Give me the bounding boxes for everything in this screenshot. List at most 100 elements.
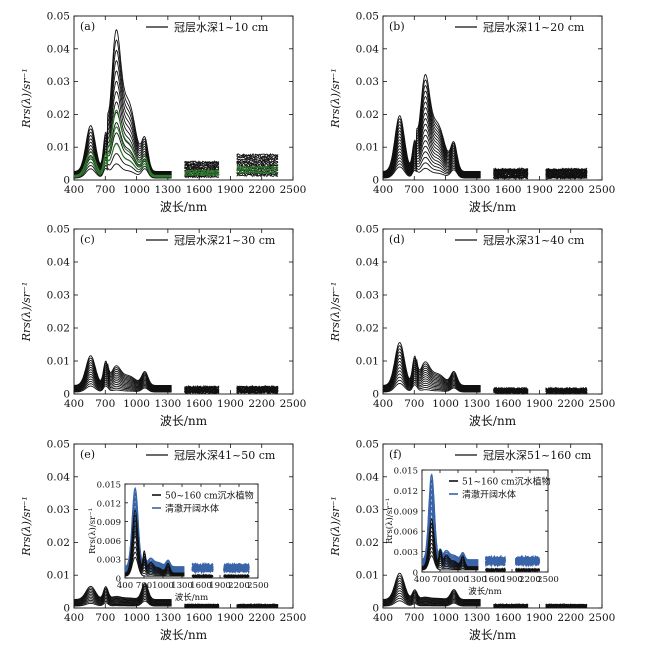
panel-ytick-label: 0.03 — [47, 76, 70, 88]
panel-xlabel: 波长/nm — [469, 200, 517, 214]
panel-xtick-label: 700 — [404, 184, 424, 196]
panel-xtick-label: 2500 — [589, 184, 616, 196]
panel-xtick-label: 1300 — [463, 398, 490, 410]
panel-xtick-label: 2500 — [280, 612, 307, 624]
inset-xtick-label: 2500 — [247, 581, 269, 591]
panel-ytick-label: 0.03 — [356, 504, 379, 516]
panel-ytick-label: 0 — [372, 389, 379, 401]
inset-xtick-label: 1600 — [190, 581, 212, 591]
panel-b: 400 700 1000 1300 1600 1900 2200 2500 0 0.01 0.02 0… — [329, 11, 615, 215]
panel-xlabel: 波长/nm — [469, 628, 517, 642]
panel-ylabel: Rrs(λ)/sr⁻¹ — [329, 282, 342, 343]
legend-label: 冠层水深31~40 cm — [483, 234, 585, 247]
panel-xlabel: 波长/nm — [160, 200, 208, 214]
panel-a: 400 700 1000 1300 1600 1900 2200 2500 0 0.01 0.02 0… — [20, 11, 306, 215]
inset-xtick-label: 1900 — [209, 581, 231, 591]
panel-xlabel: 波长/nm — [160, 414, 208, 428]
panel-xtick-label: 1900 — [526, 184, 553, 196]
spectra-series — [73, 582, 279, 609]
inset-legend-label: 51~160 cm沉水植物 — [462, 476, 551, 488]
panel-ytick-label: 0.02 — [47, 109, 70, 121]
inset-submerged-curve — [421, 518, 540, 573]
panel-frame — [382, 15, 603, 181]
inset-ylabel: Rrs(λ)/sr⁻¹ — [87, 508, 98, 554]
spectrum-curve — [73, 91, 279, 175]
panel-ytick-label: 0.03 — [356, 290, 379, 302]
panel-label: (d) — [389, 233, 405, 246]
panel-xtick-label: 700 — [95, 184, 115, 196]
panel-d: 400 700 1000 1300 1600 1900 2200 2500 0 0.01 0.02 0… — [329, 224, 615, 429]
panel-xtick-label: 400 — [64, 398, 84, 410]
inset-submerged-curve — [124, 509, 250, 579]
panel-xtick-label: 1000 — [432, 398, 459, 410]
panel-xtick-label: 1000 — [123, 184, 150, 196]
panel-xtick-label: 1600 — [186, 398, 213, 410]
panel-frame — [73, 228, 294, 395]
panel-ytick-label: 0 — [63, 603, 70, 615]
panel-xtick-label: 700 — [404, 612, 424, 624]
panel-xtick-label: 400 — [64, 184, 84, 196]
panel-label: (e) — [80, 448, 95, 461]
spectrum-curve — [382, 342, 588, 391]
panel-xlabel: 波长/nm — [469, 414, 517, 428]
panel-f: 400 700 1000 1300 1600 1900 2200 250000.010.020… — [329, 439, 615, 643]
panel-ytick-label: 0.05 — [356, 439, 379, 451]
inset-ytick-label: 0.015 — [394, 467, 418, 477]
inset-ytick-label: 0.006 — [97, 537, 121, 547]
panel-ytick-label: 0.04 — [356, 471, 380, 483]
panel-ytick-label: 0.03 — [47, 290, 70, 302]
inset-xtick-label: 2200 — [519, 575, 541, 585]
inset-ytick-label: 0.012 — [97, 499, 121, 509]
panel-ytick-label: 0.02 — [47, 323, 70, 335]
panel-ylabel: Rrs(λ)/sr⁻¹ — [20, 282, 33, 343]
panel-ytick-label: 0.01 — [356, 570, 379, 582]
inset-ytick-label: 0 — [116, 575, 121, 585]
panel-ylabel: Rrs(λ)/sr⁻¹ — [329, 496, 342, 557]
panel-xtick-label: 1900 — [217, 398, 244, 410]
panel-xtick-label: 1600 — [186, 612, 213, 624]
panel-ylabel: Rrs(λ)/sr⁻¹ — [20, 68, 33, 129]
panel-ytick-label: 0 — [63, 389, 70, 401]
panel-ytick-label: 0 — [372, 603, 379, 615]
legend-label: 冠层水深1~10 cm — [174, 21, 269, 34]
inset-ytick-label: 0.015 — [97, 481, 121, 491]
panel-xtick-label: 700 — [95, 398, 115, 410]
inset-legend-label: 清澈开阔水体 — [165, 503, 219, 515]
panel-ytick-label: 0.02 — [356, 537, 379, 549]
inset-xlabel: 波长/nm — [468, 586, 501, 597]
panel-ytick-label: 0.05 — [356, 224, 379, 236]
panel-xtick-label: 400 — [373, 398, 393, 410]
panel-ytick-label: 0.05 — [356, 11, 379, 23]
panel-ytick-label: 0.01 — [356, 356, 379, 368]
panel-xtick-label: 2500 — [589, 612, 616, 624]
panel-xtick-label: 2200 — [557, 398, 584, 410]
inset-xtick-label: 400 — [117, 581, 133, 591]
inset-xtick-label: 2500 — [537, 575, 559, 585]
panel-xtick-label: 700 — [404, 398, 424, 410]
inset-legend-label: 50~160 cm沉水植物 — [165, 490, 254, 502]
panel-xtick-label: 2200 — [248, 398, 275, 410]
spectrum-curve — [73, 126, 279, 177]
spectrum-curve — [73, 143, 279, 178]
inset-xtick-label: 1600 — [483, 575, 505, 585]
panel-xtick-label: 1300 — [154, 184, 181, 196]
panel-label: (f) — [389, 448, 402, 461]
panel-ytick-label: 0.05 — [47, 224, 70, 236]
panel-ytick-label: 0.02 — [356, 109, 379, 121]
panel-xtick-label: 1300 — [154, 398, 181, 410]
panel-xtick-label: 1300 — [463, 612, 490, 624]
inset-clear-water-curve — [124, 486, 250, 570]
panel-xtick-label: 2500 — [280, 398, 307, 410]
legend-label: 冠层水深21~30 cm — [174, 234, 276, 247]
panel-ytick-label: 0.01 — [47, 570, 70, 582]
inset-clear-water-curve — [421, 473, 540, 563]
panel-xtick-label: 2200 — [557, 184, 584, 196]
panel-ytick-label: 0.03 — [47, 504, 70, 516]
inset-xtick-label: 1900 — [501, 575, 523, 585]
panel-ytick-label: 0.01 — [356, 142, 379, 154]
legend-label: 冠层水深11~20 cm — [483, 21, 585, 34]
spectrum-curve — [382, 572, 588, 606]
spectrum-curve — [73, 109, 279, 176]
panel-c: 400 700 1000 1300 1600 1900 2200 2500 0 0.01 0.02 0… — [20, 224, 306, 429]
